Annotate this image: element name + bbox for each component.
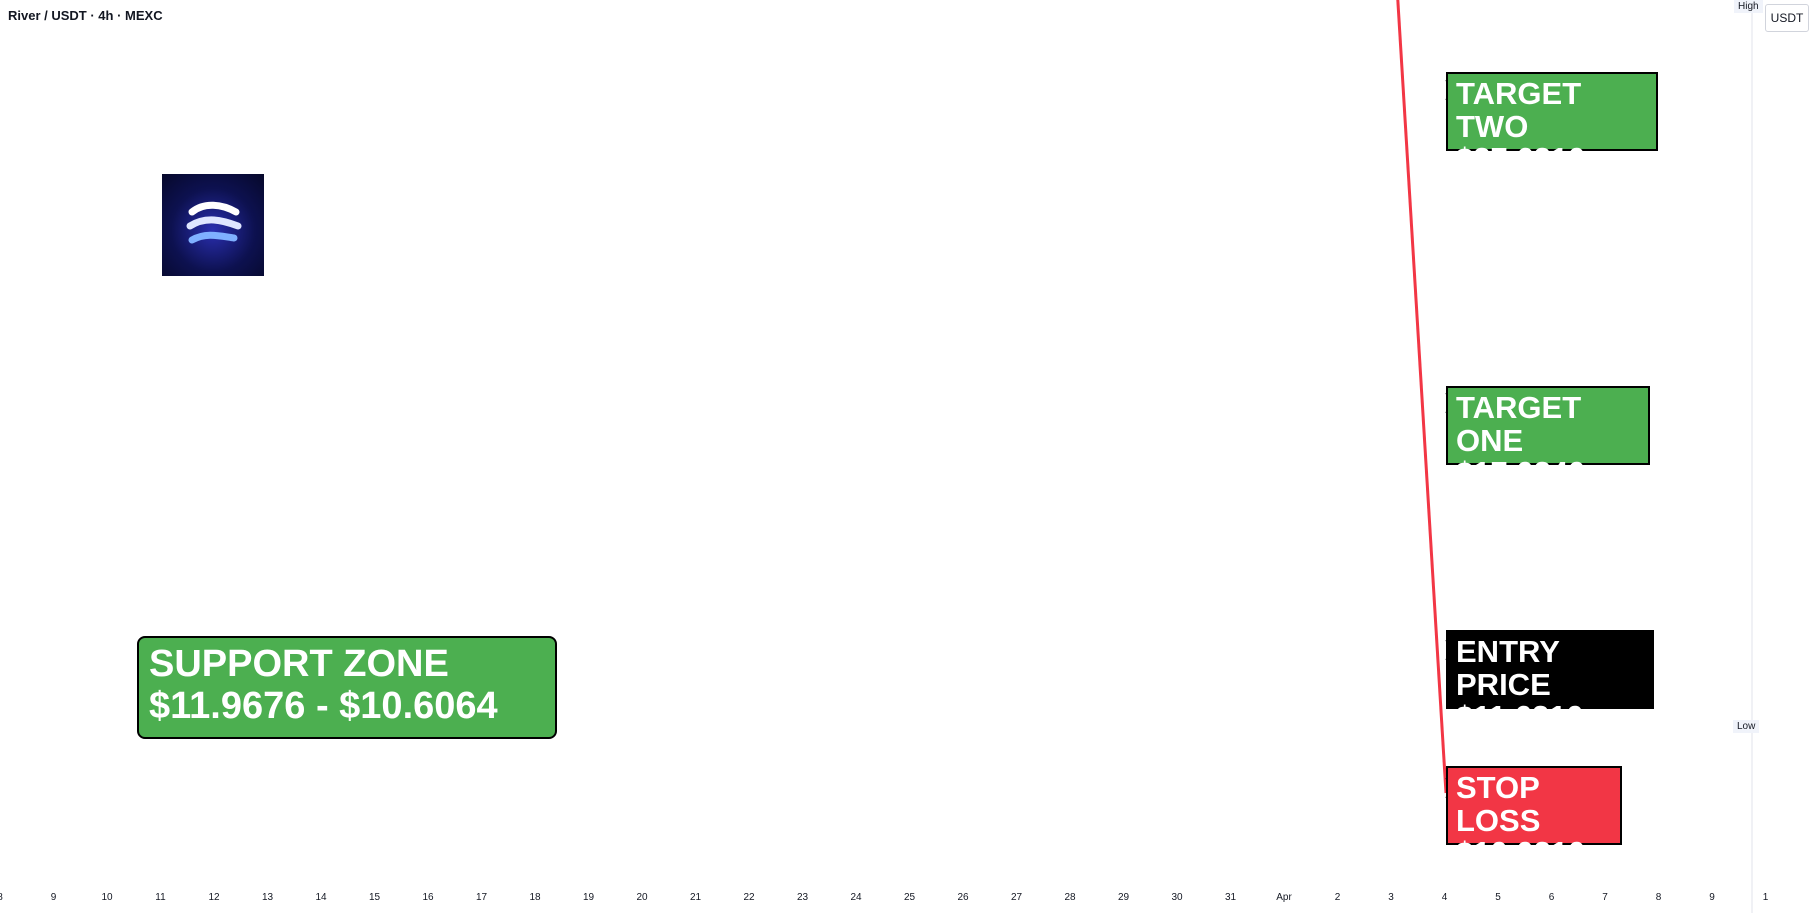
date-tick-label: 9 bbox=[1709, 892, 1715, 903]
currency-selector[interactable]: USDT bbox=[1765, 4, 1809, 32]
date-tick-label: 6 bbox=[1549, 892, 1555, 903]
date-tick-label: 20 bbox=[636, 892, 648, 903]
symbol-title[interactable]: River / USDT · 4h · MEXC bbox=[8, 8, 163, 23]
target-two-title: TARGET TWO bbox=[1456, 76, 1582, 144]
date-tick-label: 18 bbox=[529, 892, 541, 903]
target-one-price: $17.0240 bbox=[1456, 455, 1586, 491]
date-tick-label: 13 bbox=[262, 892, 274, 903]
date-tick-label: Apr bbox=[1276, 892, 1292, 903]
target-two-price: $27.6210 bbox=[1456, 141, 1586, 177]
target-one-title: TARGET ONE bbox=[1456, 390, 1582, 458]
support-zone-callout[interactable]: SUPPORT ZONE $11.9676 - $10.6064 bbox=[137, 636, 557, 739]
stop-connector bbox=[1396, 0, 1448, 794]
stop-loss-callout[interactable]: STOP LOSS $10.0210 bbox=[1446, 766, 1622, 869]
date-tick-label: 25 bbox=[904, 892, 916, 903]
date-tick-label: 4 bbox=[1442, 892, 1448, 903]
stop-loss-title: STOP LOSS bbox=[1456, 770, 1541, 838]
entry-price-callout[interactable]: ENTRY PRICE $11.6210 bbox=[1446, 630, 1654, 733]
date-tick-label: 31 bbox=[1225, 892, 1237, 903]
date-tick-label: 28 bbox=[1064, 892, 1076, 903]
date-tick-label: 22 bbox=[743, 892, 755, 903]
date-tick-label: 24 bbox=[850, 892, 862, 903]
date-tick-label: 26 bbox=[957, 892, 969, 903]
date-tick-label: 21 bbox=[690, 892, 702, 903]
date-tick-label: 23 bbox=[797, 892, 809, 903]
date-tick-label: 8 bbox=[0, 892, 3, 903]
time-axis: 8910111213141516171819202122232425262728… bbox=[0, 892, 1769, 903]
date-tick-label: 29 bbox=[1118, 892, 1130, 903]
date-tick-label: 12 bbox=[208, 892, 220, 903]
date-tick-label: 10 bbox=[101, 892, 113, 903]
target-one-callout[interactable]: TARGET ONE $17.0240 bbox=[1446, 386, 1650, 489]
support-zone-title: SUPPORT ZONE bbox=[149, 643, 449, 685]
date-tick-label: 5 bbox=[1495, 892, 1501, 903]
axis-panel bbox=[1752, 0, 1815, 913]
low-tag: Low bbox=[1733, 720, 1760, 733]
date-tick-label: 30 bbox=[1171, 892, 1183, 903]
river-logo-icon bbox=[162, 174, 264, 276]
target-two-callout[interactable]: TARGET TWO $27.6210 bbox=[1446, 72, 1658, 175]
date-tick-label: 14 bbox=[315, 892, 327, 903]
date-tick-label: 27 bbox=[1011, 892, 1023, 903]
date-tick-label: 8 bbox=[1656, 892, 1662, 903]
date-tick-label: 19 bbox=[583, 892, 595, 903]
date-tick-label: 17 bbox=[476, 892, 488, 903]
date-tick-label: 7 bbox=[1602, 892, 1608, 903]
date-tick-label: 1 bbox=[1763, 892, 1769, 903]
date-tick-label: 3 bbox=[1388, 892, 1394, 903]
price-axis: 30.000028.000026.000025.000024.000023.00… bbox=[1751, 0, 1815, 913]
date-tick-label: 2 bbox=[1335, 892, 1341, 903]
date-tick-label: 9 bbox=[51, 892, 57, 903]
support-zone-range: $11.9676 - $10.6064 bbox=[149, 684, 498, 727]
entry-price-value: $11.6210 bbox=[1456, 699, 1584, 735]
date-tick-label: 11 bbox=[155, 892, 166, 903]
date-tick-label: 16 bbox=[422, 892, 434, 903]
date-tick-label: 15 bbox=[369, 892, 381, 903]
high-tag: High bbox=[1734, 0, 1763, 13]
stop-loss-value: $10.0210 bbox=[1456, 835, 1586, 871]
entry-price-title: ENTRY PRICE bbox=[1456, 634, 1560, 702]
